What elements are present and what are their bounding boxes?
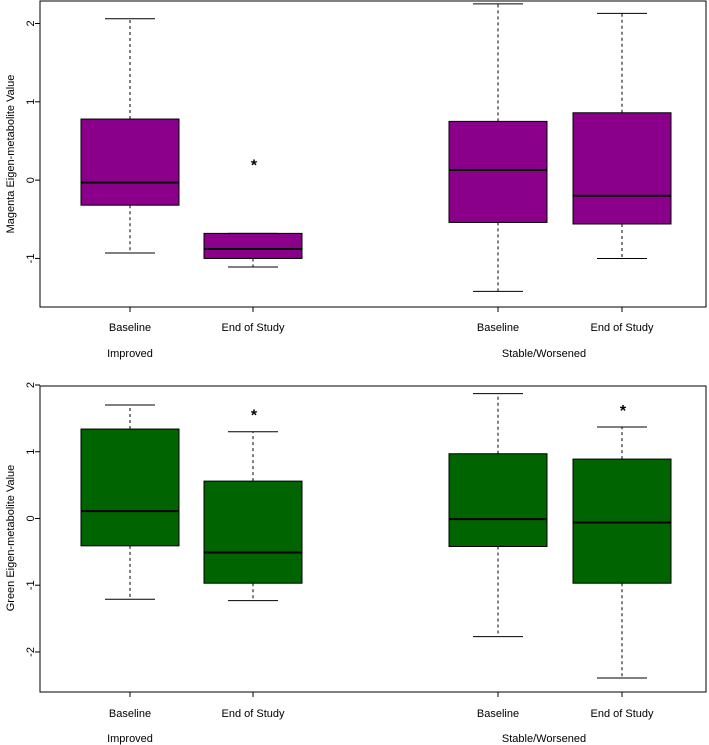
x-tick-label: Baseline (109, 708, 151, 720)
plot-frame (39, 385, 707, 693)
box-iqr (203, 480, 303, 584)
x-tick-label: Baseline (477, 708, 519, 720)
y-tick-label: 0 (25, 177, 37, 183)
box-iqr (448, 120, 548, 223)
box (80, 18, 180, 254)
significance-marker: * (251, 157, 258, 174)
box-iqr (572, 458, 672, 584)
chart-panel: -1 0 1 2 Magenta Eigen-metabolite Value * Base… (5, 0, 707, 360)
group-label: Improved (107, 348, 153, 360)
box: * (572, 403, 672, 679)
group-label: Stable/Worsened (502, 348, 586, 360)
y-tick-label: 2 (25, 382, 37, 388)
chart-panel: -2 -1 0 1 2 Green Eigen-metabolite Value * * Bas… (5, 382, 707, 745)
x-tick-label: Baseline (477, 322, 519, 334)
box-iqr (203, 232, 303, 259)
x-tick-label: End of Study (591, 708, 654, 720)
box (80, 404, 180, 600)
x-tick-label: End of Study (591, 322, 654, 334)
y-tick-label: 2 (25, 20, 37, 26)
plot-frame (39, 0, 707, 308)
box-iqr (80, 428, 180, 547)
box: * (203, 157, 303, 268)
group-label: Improved (107, 733, 153, 745)
box-iqr (80, 118, 180, 206)
y-tick-label: -1 (25, 254, 37, 264)
group-label: Stable/Worsened (502, 733, 586, 745)
x-tick-label: End of Study (222, 708, 285, 720)
box: * (203, 408, 303, 602)
y-tick-label: 0 (25, 515, 37, 521)
box (448, 393, 548, 638)
significance-marker: * (251, 408, 258, 425)
y-tick-label: 1 (25, 449, 37, 455)
y-tick-label: -1 (25, 580, 37, 590)
x-tick-label: End of Study (222, 322, 285, 334)
box-iqr (572, 112, 672, 225)
x-tick-label: Baseline (109, 322, 151, 334)
box (572, 12, 672, 259)
significance-marker: * (620, 403, 627, 420)
y-axis-label: Magenta Eigen-metabolite Value (5, 75, 17, 234)
box-iqr (448, 453, 548, 548)
y-tick-label: -2 (25, 647, 37, 657)
y-tick-label: 1 (25, 99, 37, 105)
y-axis-label: Green Eigen-metabolite Value (5, 465, 17, 612)
box (448, 3, 548, 292)
